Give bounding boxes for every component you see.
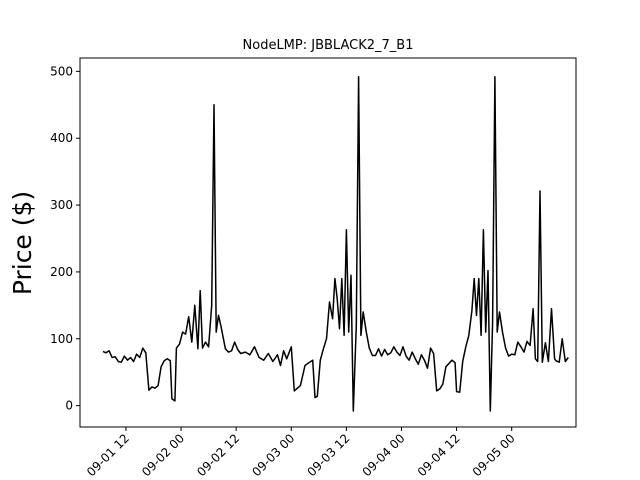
y-tick-label: 0 xyxy=(65,399,73,413)
chart-title: NodeLMP: JBBLACK2_7_B1 xyxy=(243,38,414,53)
axes-frame xyxy=(79,57,577,428)
y-axis-label: Price ($) xyxy=(8,191,37,295)
y-tick-label: 100 xyxy=(50,332,73,346)
y-tick-label: 200 xyxy=(50,265,73,279)
y-tick-label: 400 xyxy=(50,131,73,145)
y-tick-label: 500 xyxy=(50,64,73,78)
y-tick-label: 300 xyxy=(50,198,73,212)
price-series-line xyxy=(102,75,569,412)
